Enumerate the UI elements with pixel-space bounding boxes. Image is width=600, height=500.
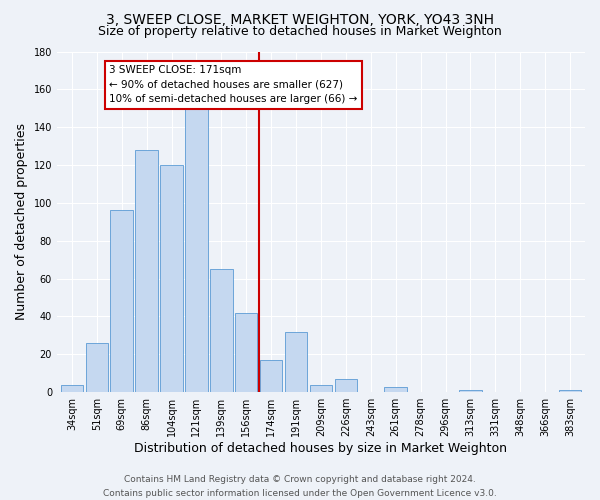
Bar	[385, 386, 407, 392]
Text: 3 SWEEP CLOSE: 171sqm
← 90% of detached houses are smaller (627)
10% of semi-det: 3 SWEEP CLOSE: 171sqm ← 90% of detached …	[109, 64, 358, 104]
Bar	[235, 312, 257, 392]
Text: Size of property relative to detached houses in Market Weighton: Size of property relative to detached ho…	[98, 25, 502, 38]
Y-axis label: Number of detached properties: Number of detached properties	[15, 124, 28, 320]
Text: 3, SWEEP CLOSE, MARKET WEIGHTON, YORK, YO43 3NH: 3, SWEEP CLOSE, MARKET WEIGHTON, YORK, Y…	[106, 12, 494, 26]
Bar	[61, 384, 83, 392]
Bar	[459, 390, 482, 392]
X-axis label: Distribution of detached houses by size in Market Weighton: Distribution of detached houses by size …	[134, 442, 508, 455]
Bar	[559, 390, 581, 392]
Bar	[285, 332, 307, 392]
Bar	[86, 343, 108, 392]
Bar	[335, 379, 357, 392]
Bar	[260, 360, 283, 392]
Bar	[160, 165, 183, 392]
Bar	[310, 384, 332, 392]
Bar	[110, 210, 133, 392]
Text: Contains HM Land Registry data © Crown copyright and database right 2024.
Contai: Contains HM Land Registry data © Crown c…	[103, 476, 497, 498]
Bar	[185, 106, 208, 392]
Bar	[136, 150, 158, 392]
Bar	[210, 269, 233, 392]
